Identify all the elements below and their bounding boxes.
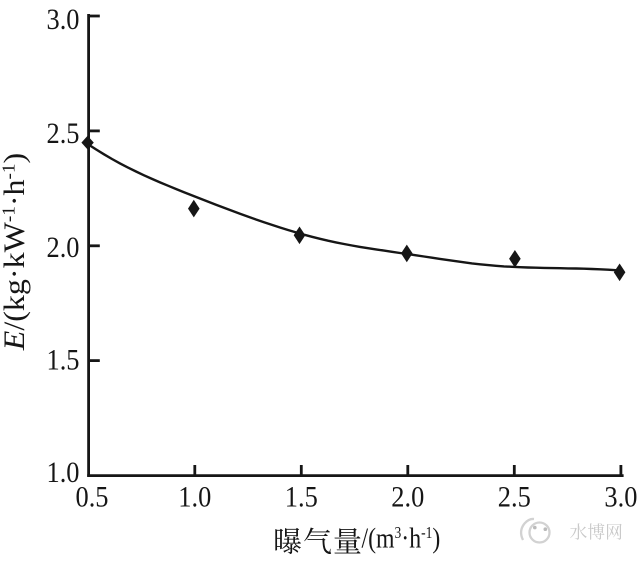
svg-text:0.5: 0.5: [76, 481, 109, 514]
svg-text:2.0: 2.0: [391, 481, 424, 514]
svg-text:1.0: 1.0: [47, 456, 80, 489]
svg-text:3.0: 3.0: [47, 3, 80, 36]
svg-text:1.5: 1.5: [285, 481, 318, 514]
svg-text:E/(kg·kW-1·h-1): E/(kg·kW-1·h-1): [0, 153, 31, 351]
svg-text:3.0: 3.0: [604, 481, 637, 514]
svg-text:2.5: 2.5: [47, 117, 80, 150]
svg-text:2.5: 2.5: [498, 481, 531, 514]
svg-text:1.5: 1.5: [47, 344, 80, 377]
svg-text:1.0: 1.0: [178, 481, 211, 514]
svg-text:2.0: 2.0: [47, 231, 80, 264]
